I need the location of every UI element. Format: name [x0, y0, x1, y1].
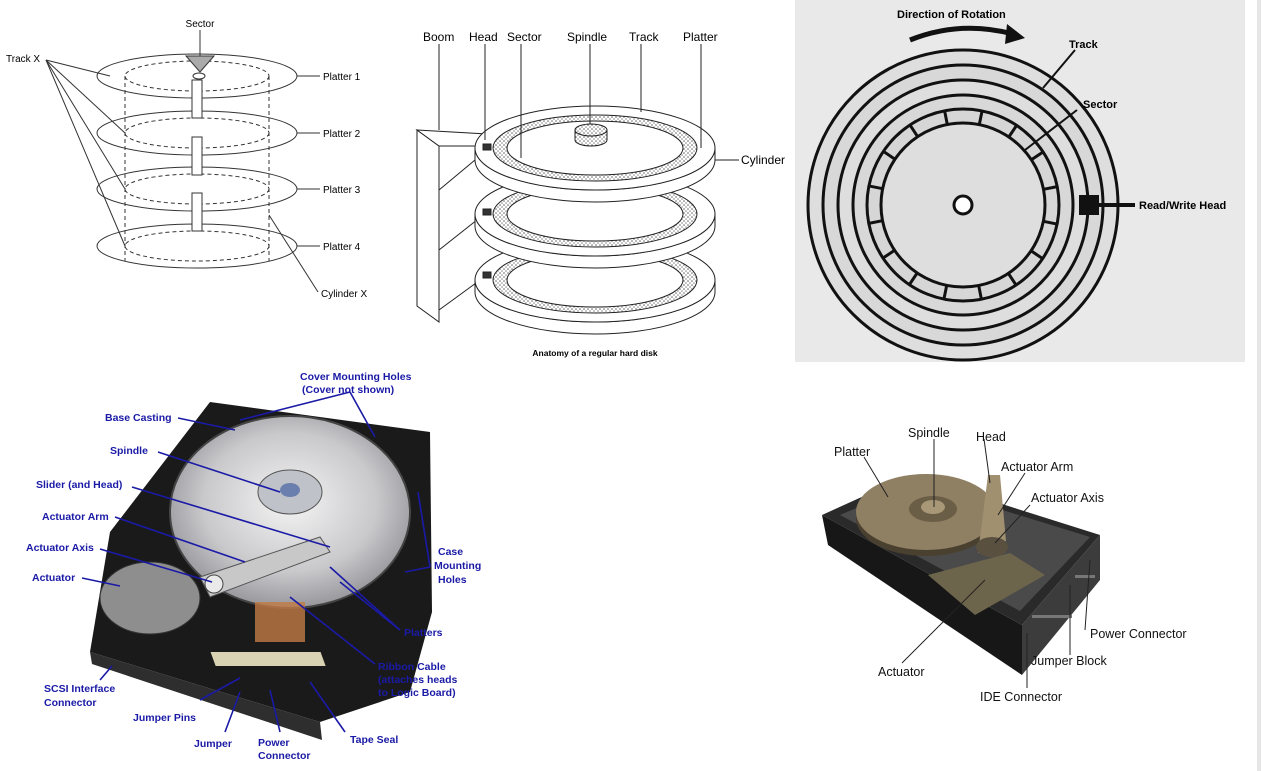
- sector-tick: [1030, 249, 1044, 260]
- platter-2-label: Platter 2: [323, 129, 361, 140]
- tape-seal-label: Tape Seal: [350, 734, 398, 746]
- track-label-3: Track: [1069, 39, 1099, 51]
- sector-tick: [943, 110, 949, 125]
- scsi-line1: SCSI Interface: [44, 683, 115, 695]
- platters-label: Platters: [404, 627, 443, 639]
- sector-tick: [868, 219, 883, 225]
- sector-label-2: Sector: [507, 30, 542, 44]
- platter-label-5: Platter: [834, 445, 870, 459]
- track-label: Track: [629, 30, 660, 44]
- case-holes-line3: Holes: [438, 574, 467, 586]
- sector-tick: [908, 124, 919, 138]
- platter-4-label: Platter 4: [323, 242, 361, 253]
- sector-tick: [868, 184, 883, 191]
- actuator-arm-label-5: Actuator Arm: [1001, 460, 1073, 474]
- cover-holes-label-line1: Cover Mounting Holes: [300, 371, 412, 383]
- drive-illustration-diagram: Spindle Head Platter Actuator Arm Actuat…: [800, 415, 1255, 715]
- hard-disk-anatomy-diagram: Boom Head Sector Spindle Track Platter C…: [395, 0, 795, 365]
- power-connector-label-5: Power Connector: [1090, 627, 1187, 641]
- ribbon-line1: Ribbon Cable: [378, 661, 446, 673]
- ribbon-line3: to Logic Board): [378, 687, 456, 699]
- sector-label-3: Sector: [1083, 99, 1118, 111]
- slider-head-label: Slider (and Head): [36, 479, 122, 491]
- cylinder-label: Cylinder: [741, 153, 785, 167]
- power-connector-line1: Power: [258, 737, 290, 749]
- sector-tick: [942, 285, 949, 300]
- platter-label: Platter: [683, 30, 718, 44]
- anatomy-caption: Anatomy of a regular hard disk: [532, 348, 657, 358]
- case-holes-line2: Mounting: [434, 560, 481, 572]
- sector-tick: [908, 272, 919, 286]
- jumper-pins-label: Jumper Pins: [133, 712, 196, 724]
- jumper-label: Jumper: [194, 738, 232, 750]
- head-label-5: Head: [976, 430, 1006, 444]
- actuator-label-5: Actuator: [878, 665, 925, 679]
- sector-tick: [977, 285, 983, 300]
- track-x-label: Track X: [6, 54, 40, 65]
- sector-tick: [977, 110, 984, 125]
- platter-3-label: Platter 3: [323, 185, 361, 196]
- sector-tick: [1007, 272, 1018, 286]
- cylinder-x-label: Cylinder X: [321, 289, 367, 300]
- scsi-line2: Connector: [44, 697, 97, 709]
- actuator-axis-label: Actuator Axis: [26, 542, 94, 554]
- sector-tick: [882, 249, 896, 260]
- jumper-block-label: Jumper Block: [1031, 654, 1107, 668]
- sector-tick: [1007, 124, 1018, 138]
- sector-tick: [882, 150, 896, 161]
- spindle-label: Spindle: [567, 30, 607, 44]
- boom-label: Boom: [423, 30, 454, 44]
- read-write-head-label: Read/Write Head: [1139, 200, 1226, 212]
- ide-connector-label: IDE Connector: [980, 690, 1062, 704]
- sector-ticks: [868, 110, 1058, 300]
- actuator-label-4: Actuator: [32, 572, 75, 584]
- head-label: Head: [469, 30, 498, 44]
- ribbon-line2: (attaches heads: [378, 674, 458, 686]
- drive-internals-photo-diagram: Base Casting Spindle Slider (and Head) A…: [0, 362, 520, 771]
- cover-holes-label-line2: (Cover not shown): [302, 384, 394, 396]
- spindle-label-5: Spindle: [908, 426, 950, 440]
- actuator-arm-label: Actuator Arm: [42, 511, 109, 523]
- platter-1-label: Platter 1: [323, 72, 361, 83]
- direction-label: Direction of Rotation: [897, 9, 1006, 21]
- actuator-axis-label-5: Actuator Axis: [1031, 491, 1104, 505]
- case-holes-line1: Case: [438, 546, 463, 558]
- disk-rotation-diagram: Direction of Rotation Track Sector Read/…: [795, 0, 1255, 362]
- platter-stack-diagram: Sector Track X Platter 1 Platter 2 Platt…: [0, 0, 395, 345]
- sector-label: Sector: [186, 19, 216, 30]
- base-casting-label: Base Casting: [105, 412, 172, 424]
- scrollbar[interactable]: [1257, 0, 1261, 771]
- sector-tick: [1030, 150, 1044, 161]
- spindle-label-4: Spindle: [110, 445, 148, 457]
- sector-tick: [1043, 185, 1058, 191]
- sector-tick: [1043, 219, 1058, 226]
- power-connector-line2: Connector: [258, 750, 311, 762]
